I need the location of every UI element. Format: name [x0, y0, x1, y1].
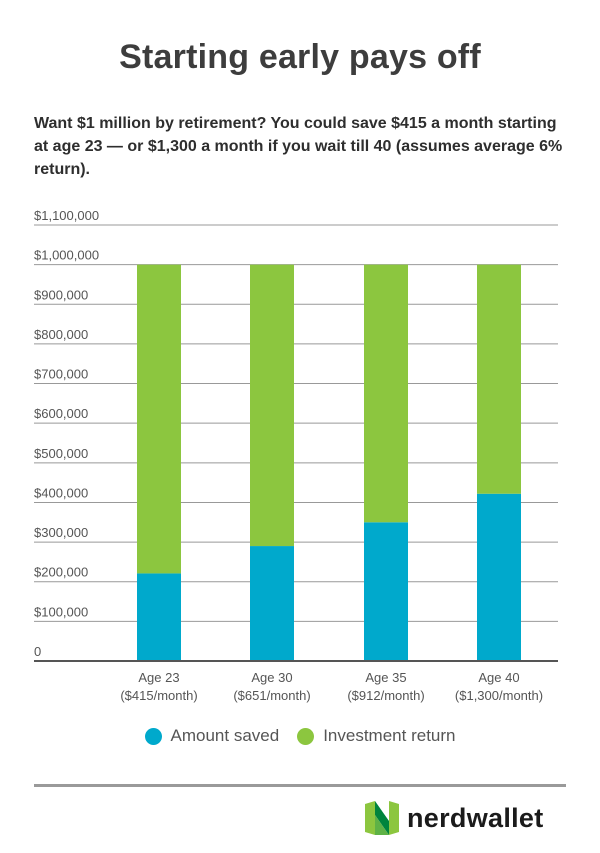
y-tick-label: $700,000 — [34, 367, 88, 382]
bar-investment-return — [250, 264, 294, 547]
legend-item-amount-saved: Amount saved — [144, 726, 280, 746]
y-tick-label: $900,000 — [34, 287, 88, 302]
chart-legend: Amount saved Investment return — [0, 726, 600, 746]
y-tick-label: $200,000 — [34, 565, 88, 580]
footer-divider — [34, 784, 566, 787]
chart-title: Starting early pays off — [119, 38, 481, 76]
bar-investment-return — [477, 264, 521, 494]
x-tick-sublabel: ($415/month) — [120, 688, 197, 703]
nerdwallet-logo: nerdwallet — [365, 801, 544, 835]
nerdwallet-wordmark: nerdwallet — [407, 802, 544, 833]
y-tick-label: $800,000 — [34, 327, 88, 342]
stacked-bar-chart: 0 $100,000 $200,000 $300,000 $400,000 $500,00… — [34, 208, 558, 703]
x-tick-label: Age 30 — [251, 670, 292, 685]
x-tick-sublabel: ($651/month) — [233, 688, 310, 703]
bar-amount-saved — [137, 573, 181, 661]
x-tick-sublabel: ($1,300/month) — [455, 688, 543, 703]
x-tick-sublabel: ($912/month) — [347, 688, 424, 703]
x-tick-label: Age 35 — [365, 670, 406, 685]
legend-item-investment-return: Investment return — [297, 726, 455, 746]
y-tick-label: $500,000 — [34, 446, 88, 461]
y-tick-label: $1,100,000 — [34, 208, 99, 223]
y-tick-label: $300,000 — [34, 525, 88, 540]
bar-amount-saved — [364, 522, 408, 661]
nerdwallet-n-icon — [365, 801, 399, 835]
bar-amount-saved — [250, 546, 294, 661]
y-tick-label: $400,000 — [34, 485, 88, 500]
y-tick-label: $1,000,000 — [34, 248, 99, 263]
legend-label-investment-return: Investment return — [323, 726, 456, 745]
x-tick-label: Age 40 — [478, 670, 519, 685]
bar-investment-return — [364, 264, 408, 523]
chart-subtitle: Want $1 million by retirement? You could… — [34, 115, 563, 178]
y-tick-label: $100,000 — [34, 604, 88, 619]
y-tick-label: 0 — [34, 644, 41, 659]
bar-investment-return — [137, 264, 181, 574]
y-tick-label: $600,000 — [34, 406, 88, 421]
bar-amount-saved — [477, 493, 521, 661]
legend-swatch-investment-return — [297, 727, 315, 745]
legend-label-amount-saved: Amount saved — [170, 726, 280, 745]
x-tick-label: Age 23 — [138, 670, 179, 685]
legend-swatch-amount-saved — [144, 727, 162, 745]
